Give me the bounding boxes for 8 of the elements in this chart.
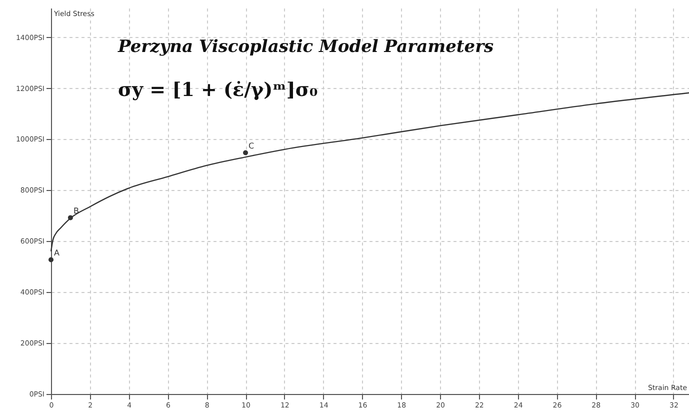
annotation: A [54,248,60,258]
point [48,257,54,262]
annotation: C [248,142,255,151]
annotation: B [73,206,79,216]
point [243,150,248,156]
text: σy = [1 + (ε̇/γ)ᵐ]σ₀ [118,79,318,101]
point [68,215,73,220]
text: Perzyna Viscoplastic Model Parameters [117,37,494,57]
